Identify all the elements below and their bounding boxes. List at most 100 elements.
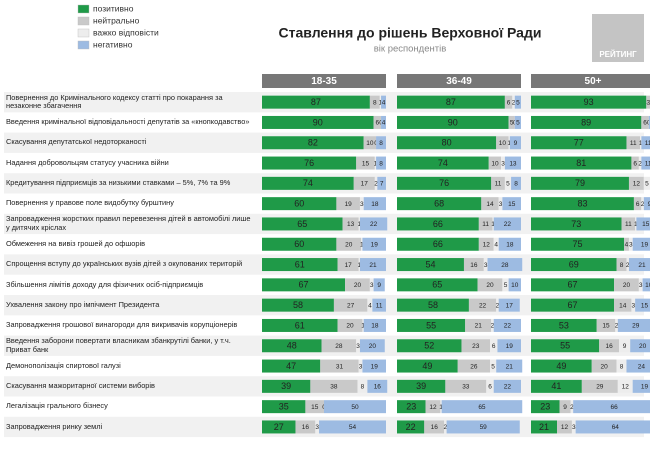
bar-segment: [512, 95, 515, 109]
value-label: 10: [511, 282, 519, 289]
value-label: 7: [380, 181, 384, 188]
value-label: 15: [362, 160, 370, 167]
value-label: 20: [486, 282, 494, 289]
bar-segment: [531, 359, 592, 373]
bar-segment: [581, 379, 618, 393]
bar-segment: [359, 339, 385, 353]
bar-segment: [488, 156, 502, 170]
bar-segment: [397, 318, 466, 332]
bar-segment: [531, 237, 624, 251]
bar-segment: [446, 420, 520, 434]
value-label: 5: [645, 181, 649, 188]
bar-segment: [496, 298, 499, 312]
bar-segment: [397, 95, 505, 109]
value-label: 16: [431, 424, 439, 431]
bar-segment: [397, 217, 479, 231]
bar-segment: [262, 95, 370, 109]
bar-segment: [570, 400, 574, 414]
legend-swatch: [77, 16, 90, 26]
value-label: 5: [506, 181, 510, 188]
value-label: 3: [484, 262, 488, 269]
value-label: 11: [482, 221, 489, 228]
bar-segment: [575, 420, 650, 434]
bar-segment: [636, 217, 650, 231]
value-label: 22: [406, 422, 416, 432]
value-label: 21: [369, 262, 377, 269]
bar-segment: [363, 318, 386, 332]
bar-segment: [531, 156, 632, 170]
value-label: 65: [478, 404, 486, 411]
value-label: 3: [499, 201, 503, 208]
value-label: 2: [496, 302, 500, 309]
value-label: 1: [361, 323, 365, 330]
bar-segment: [531, 136, 627, 150]
panel-title: 36-49: [446, 76, 472, 87]
bar-segment: [373, 115, 382, 129]
bar-segment: [615, 318, 618, 332]
value-label: 66: [433, 239, 443, 249]
bar-segment: [508, 278, 521, 292]
value-label: 33: [462, 384, 470, 391]
panel-title: 18-35: [311, 76, 337, 87]
value-label: 15: [641, 302, 649, 309]
value-label: 6: [636, 201, 640, 208]
bar-segment: [477, 278, 503, 292]
bar-segment: [514, 95, 521, 109]
bar-segment: [616, 258, 627, 272]
bar-segment: [262, 420, 296, 434]
bar-segment: [320, 359, 359, 373]
row-label: Запровадження грошової винагороди для ви…: [6, 320, 238, 330]
bar-segment: [641, 156, 650, 170]
legend-swatch: [77, 4, 90, 14]
value-label: 2: [615, 323, 619, 330]
bar-segment: [591, 359, 617, 373]
bar-segment: [397, 136, 497, 150]
value-label: 27: [274, 422, 284, 432]
bar-segment: [614, 278, 639, 292]
value-label: 49: [422, 361, 432, 371]
bar-segment: [531, 318, 597, 332]
value-label: 3: [631, 302, 635, 309]
value-label: 4: [368, 302, 372, 309]
bar-segment: [502, 278, 509, 292]
value-label: 17: [345, 262, 353, 269]
value-label: 3: [501, 160, 505, 167]
value-label: 11: [495, 181, 502, 188]
value-label: 65: [432, 280, 442, 290]
value-label: 27: [347, 302, 355, 309]
value-label: 1: [649, 99, 650, 106]
bar-segment: [397, 258, 464, 272]
value-label: 20: [601, 363, 609, 370]
bar-segment: [628, 258, 650, 272]
bar-segment: [357, 379, 368, 393]
value-label: 4: [382, 120, 386, 127]
bar-segment: [397, 176, 492, 190]
value-label: 6: [643, 120, 647, 127]
value-label: 5: [516, 120, 520, 127]
bar-segment: [397, 278, 478, 292]
bar-segment: [397, 420, 425, 434]
bar-segment: [504, 176, 512, 190]
value-label: 5: [516, 99, 520, 106]
bar-segment: [624, 237, 629, 251]
value-label: 8: [379, 140, 383, 147]
bar-segment: [356, 339, 360, 353]
bar-segment: [362, 359, 386, 373]
row-label: Обмеження на вивіз грошей до офшорів: [6, 238, 146, 248]
bar-segment: [468, 298, 497, 312]
bar-segment: [463, 258, 484, 272]
bar-segment: [635, 298, 650, 312]
bar-segment: [531, 115, 642, 129]
chart-subtitle: вік респондентів: [374, 44, 447, 55]
value-label: 90: [448, 117, 458, 127]
bar-segment: [445, 379, 487, 393]
value-label: 3: [359, 363, 363, 370]
bar-segment: [358, 359, 363, 373]
value-label: 38: [330, 384, 338, 391]
value-label: 93: [584, 97, 594, 107]
bar-segment: [487, 258, 523, 272]
bar-segment: [381, 115, 386, 129]
row-label: Запровадження ринку землі: [6, 421, 103, 431]
bar-segment: [573, 400, 650, 414]
